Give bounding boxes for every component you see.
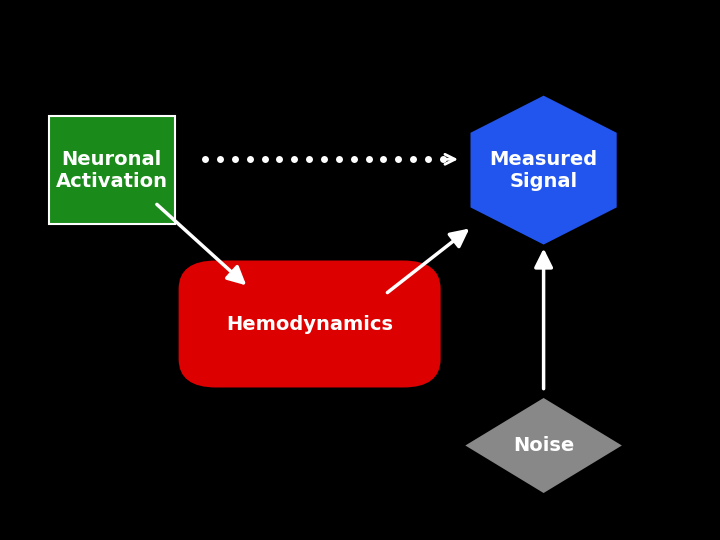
FancyBboxPatch shape [49,116,174,224]
Text: Measured
Signal: Measured Signal [490,150,598,191]
Polygon shape [468,400,619,491]
Text: Neuronal
Activation: Neuronal Activation [55,150,168,191]
Text: Hemodynamics: Hemodynamics [226,314,393,334]
Text: Noise: Noise [513,436,575,455]
FancyBboxPatch shape [180,262,439,386]
Polygon shape [472,97,616,243]
